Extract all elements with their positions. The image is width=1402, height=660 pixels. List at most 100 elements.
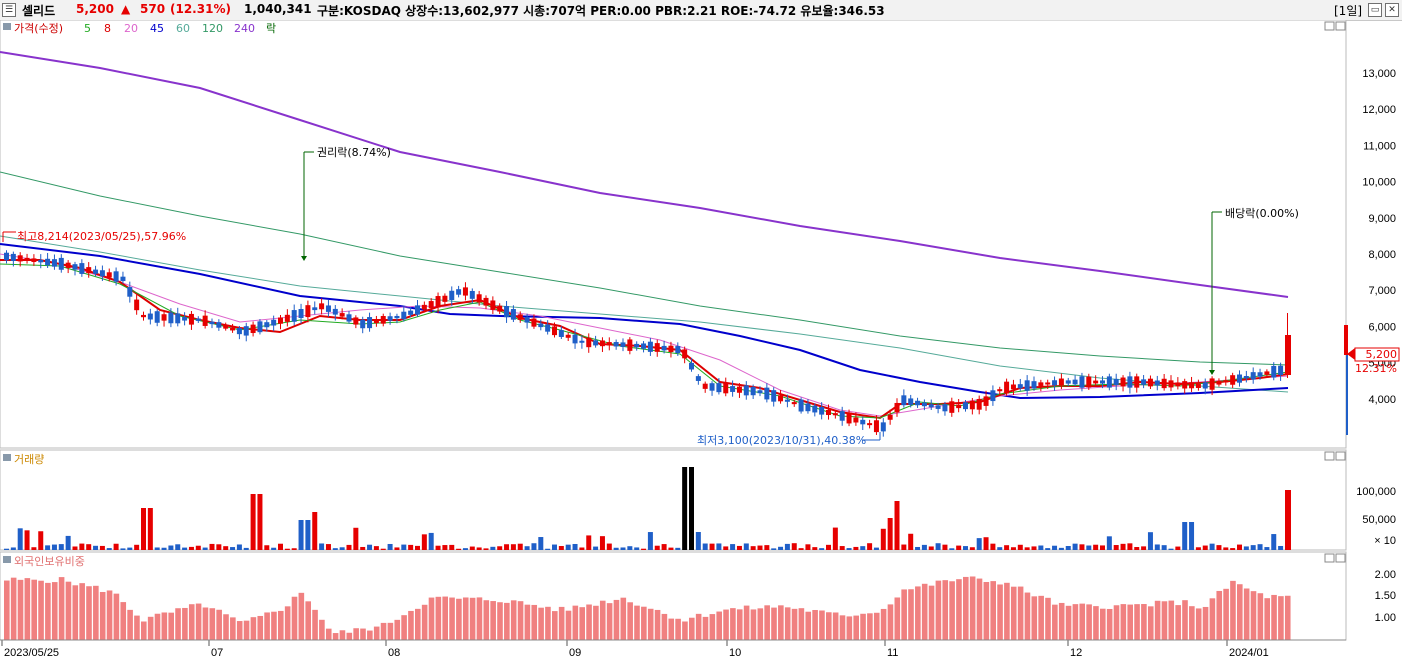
candle — [1120, 377, 1126, 387]
close-icon[interactable]: ✕ — [1385, 3, 1399, 17]
candle — [291, 310, 297, 322]
candle — [1093, 380, 1099, 384]
volume-bar — [188, 546, 194, 550]
candle — [1147, 378, 1153, 387]
foreign-label-200: 2.00 — [1375, 569, 1396, 581]
candle — [51, 259, 57, 267]
foreign-bar — [538, 607, 544, 640]
foreign-bar — [24, 578, 31, 640]
foreign-bar — [853, 615, 859, 640]
x-axis: 2023/05/25 07 08 09 10 11 12 2024/01 — [0, 639, 1346, 659]
candle — [99, 270, 105, 277]
volume-bar — [757, 545, 763, 550]
foreign-bar — [647, 608, 654, 640]
candle — [743, 385, 749, 396]
candle — [312, 307, 318, 311]
volume-bar — [1093, 544, 1099, 550]
candle — [1038, 382, 1044, 386]
foreign-bar — [757, 608, 764, 640]
foreign-bar — [860, 613, 866, 640]
foreign-bar — [1072, 604, 1079, 640]
volume-bar — [236, 544, 242, 550]
volume-bar — [956, 545, 962, 550]
candle — [517, 314, 523, 320]
candle — [675, 346, 681, 354]
volume-bar — [120, 548, 126, 550]
candle — [223, 325, 229, 329]
candle — [195, 318, 201, 321]
volume-bar — [312, 512, 318, 550]
candle — [1182, 381, 1188, 389]
foreign-bar — [908, 589, 914, 640]
foreign-bar — [79, 583, 85, 640]
candle — [990, 390, 996, 402]
volume-bar — [1182, 522, 1188, 550]
volume-bar — [58, 544, 64, 550]
foreign-bar — [846, 616, 853, 640]
foreign-bar — [346, 632, 353, 640]
candle — [216, 322, 222, 328]
volume-bar — [545, 548, 551, 550]
ma-line — [0, 51, 1289, 298]
period-button[interactable]: [1일] — [1334, 4, 1363, 18]
candle — [456, 289, 462, 295]
restore-icon[interactable]: ▭ — [1368, 3, 1382, 17]
candle — [867, 423, 873, 426]
legend-price: 가격(수정) — [14, 22, 63, 35]
candle — [552, 326, 557, 336]
foreign-bar — [4, 580, 10, 640]
foreign-bar — [1257, 593, 1264, 640]
foreign-bar — [72, 585, 79, 640]
foreign-bar — [1250, 591, 1257, 640]
volume-bar — [45, 545, 51, 550]
candle — [1168, 380, 1174, 388]
candle — [730, 386, 736, 392]
foreign-bar — [113, 593, 120, 640]
volume-bar — [1237, 544, 1242, 550]
foreign-bar — [620, 597, 627, 640]
foreign-bar — [216, 609, 222, 640]
candle — [154, 311, 160, 323]
foreign-bar — [867, 613, 873, 640]
legend-ma8: 8 — [104, 22, 111, 35]
volume-bar — [1031, 546, 1037, 550]
candle — [24, 257, 30, 261]
volume-bar — [572, 543, 578, 550]
candle — [38, 259, 44, 263]
volume-bar — [17, 528, 23, 550]
foreign-bar — [1024, 592, 1031, 640]
candle — [853, 417, 859, 423]
candle — [593, 340, 599, 346]
volume-bar — [291, 548, 297, 550]
foreign-bar — [168, 612, 174, 640]
volume-bar — [161, 547, 167, 550]
foreign-bar — [771, 607, 777, 640]
candle — [72, 264, 78, 270]
foreign-bar — [1065, 605, 1072, 640]
foreign-bar — [963, 576, 969, 640]
foreign-bar — [689, 617, 695, 640]
foreign-bar — [764, 605, 770, 640]
foreign-bar — [976, 578, 983, 640]
candle — [250, 324, 256, 334]
foreign-bar — [58, 577, 65, 640]
legend-ma5: 5 — [84, 22, 91, 35]
ma-line — [0, 253, 1289, 417]
panel-buttons[interactable] — [1324, 21, 1346, 563]
volume-bar — [1120, 543, 1126, 550]
candle — [887, 414, 893, 420]
event-rights: 권리락(8.74%) — [317, 146, 391, 159]
price-change: 570 — [140, 2, 166, 16]
volume-bar — [243, 547, 249, 550]
candle — [1271, 365, 1277, 378]
volume-bar — [709, 543, 715, 550]
candle — [428, 301, 434, 308]
foreign-bar — [901, 589, 907, 640]
candle — [188, 313, 194, 325]
menu-icon[interactable]: ☰ — [2, 3, 16, 17]
foreign-bar — [175, 608, 181, 640]
volume-bar — [682, 467, 688, 550]
foreign-bar — [65, 581, 72, 640]
stock-chart[interactable]: 가격(수정) 5 8 20 45 60 120 240 락 거래량 외국인보유비… — [0, 20, 1402, 660]
candle — [1058, 378, 1064, 386]
